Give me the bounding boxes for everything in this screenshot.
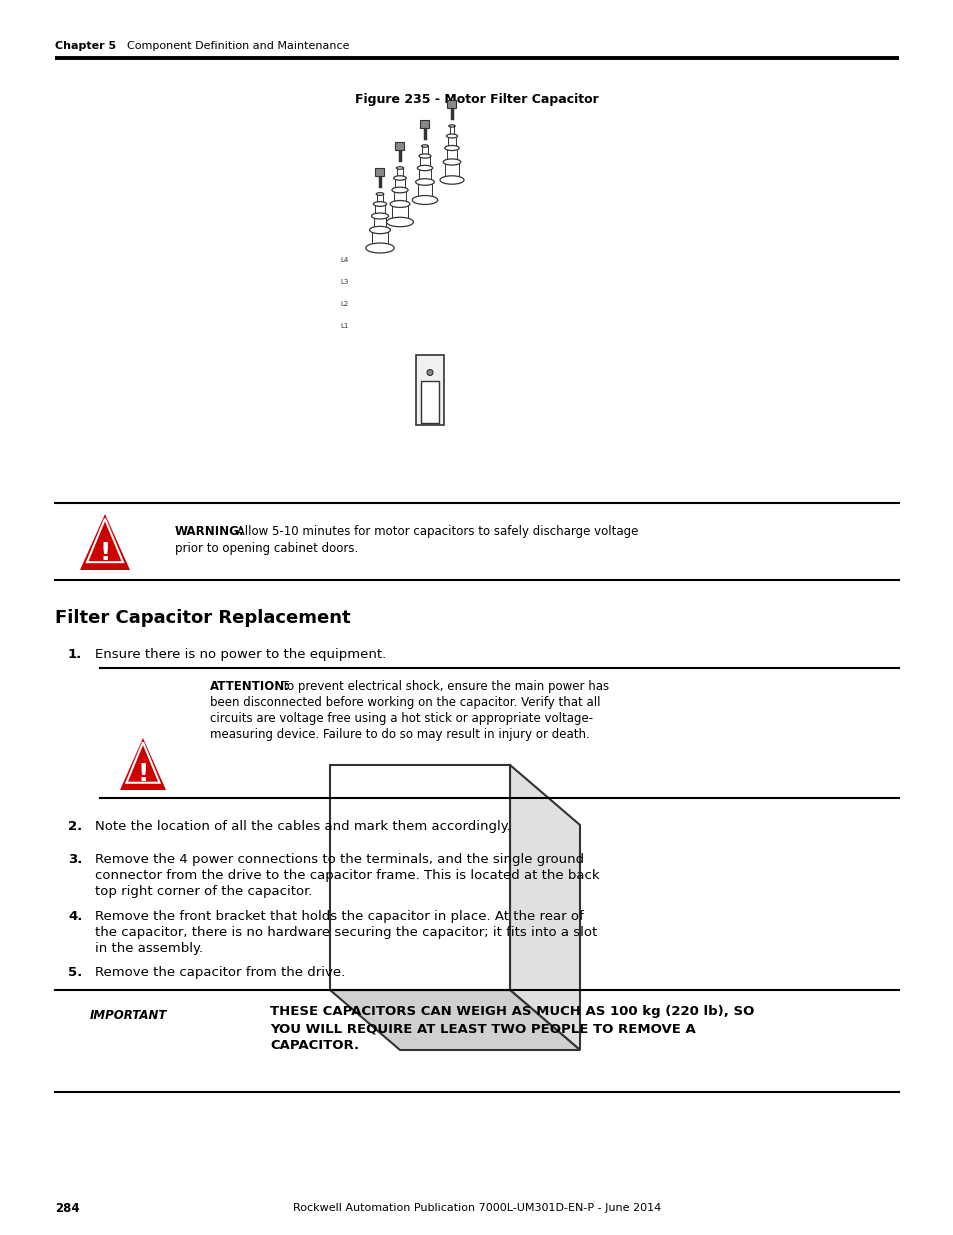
- FancyBboxPatch shape: [396, 168, 402, 178]
- FancyBboxPatch shape: [374, 216, 386, 230]
- FancyBboxPatch shape: [395, 142, 404, 149]
- FancyBboxPatch shape: [445, 162, 458, 180]
- Text: !: !: [137, 762, 149, 787]
- Text: Filter Capacitor Replacement: Filter Capacitor Replacement: [55, 609, 351, 627]
- Text: L3: L3: [340, 279, 349, 285]
- Ellipse shape: [421, 144, 428, 147]
- Text: WARNING:: WARNING:: [174, 525, 245, 538]
- FancyBboxPatch shape: [420, 156, 429, 168]
- Ellipse shape: [448, 125, 455, 127]
- Text: Figure 235 - Motor Filter Capacitor: Figure 235 - Motor Filter Capacitor: [355, 94, 598, 106]
- Text: YOU WILL REQUIRE AT LEAST TWO PEOPLE TO REMOVE A: YOU WILL REQUIRE AT LEAST TWO PEOPLE TO …: [270, 1023, 695, 1035]
- FancyBboxPatch shape: [372, 230, 388, 248]
- Polygon shape: [80, 514, 130, 571]
- Ellipse shape: [365, 243, 394, 253]
- FancyBboxPatch shape: [417, 182, 432, 200]
- Text: IMPORTANT: IMPORTANT: [90, 1009, 167, 1023]
- Polygon shape: [127, 742, 159, 783]
- FancyBboxPatch shape: [420, 120, 429, 128]
- Polygon shape: [330, 764, 510, 990]
- Polygon shape: [510, 764, 579, 1050]
- FancyBboxPatch shape: [422, 146, 427, 156]
- Ellipse shape: [416, 179, 434, 185]
- Ellipse shape: [386, 217, 413, 227]
- FancyBboxPatch shape: [395, 178, 404, 190]
- Text: 4.: 4.: [68, 910, 82, 923]
- Text: top right corner of the capacitor.: top right corner of the capacitor.: [95, 885, 313, 898]
- Text: 2.: 2.: [68, 820, 82, 832]
- FancyBboxPatch shape: [392, 204, 407, 222]
- FancyBboxPatch shape: [375, 168, 384, 177]
- Ellipse shape: [443, 159, 460, 165]
- Text: Component Definition and Maintenance: Component Definition and Maintenance: [127, 41, 349, 51]
- Ellipse shape: [373, 201, 386, 206]
- Text: Remove the front bracket that holds the capacitor in place. At the rear of: Remove the front bracket that holds the …: [95, 910, 583, 923]
- Text: measuring device. Failure to do so may result in injury or death.: measuring device. Failure to do so may r…: [210, 727, 589, 741]
- Text: 5.: 5.: [68, 966, 82, 979]
- FancyBboxPatch shape: [416, 354, 443, 425]
- Text: been disconnected before working on the capacitor. Verify that all: been disconnected before working on the …: [210, 697, 599, 709]
- Ellipse shape: [392, 188, 408, 193]
- Ellipse shape: [369, 226, 390, 233]
- Text: circuits are voltage free using a hot stick or appropriate voltage-: circuits are voltage free using a hot st…: [210, 713, 593, 725]
- Text: 284: 284: [55, 1202, 79, 1214]
- FancyBboxPatch shape: [449, 126, 454, 136]
- Ellipse shape: [446, 135, 457, 138]
- Ellipse shape: [375, 193, 383, 195]
- Polygon shape: [330, 990, 579, 1050]
- Ellipse shape: [416, 165, 433, 170]
- FancyBboxPatch shape: [418, 168, 431, 182]
- Text: connector from the drive to the capacitor frame. This is located at the back: connector from the drive to the capacito…: [95, 869, 599, 882]
- Circle shape: [427, 369, 433, 375]
- Text: ATTENTION:: ATTENTION:: [210, 680, 290, 693]
- Text: prior to opening cabinet doors.: prior to opening cabinet doors.: [174, 542, 358, 555]
- Ellipse shape: [371, 212, 388, 219]
- Text: CAPACITOR.: CAPACITOR.: [270, 1039, 358, 1052]
- FancyBboxPatch shape: [446, 148, 457, 162]
- Text: in the assembly.: in the assembly.: [95, 942, 203, 955]
- Text: Note the location of all the cables and mark them accordingly.: Note the location of all the cables and …: [95, 820, 511, 832]
- Text: Allow 5-10 minutes for motor capacitors to safely discharge voltage: Allow 5-10 minutes for motor capacitors …: [233, 525, 638, 538]
- Ellipse shape: [439, 175, 463, 184]
- Text: Remove the capacitor from the drive.: Remove the capacitor from the drive.: [95, 966, 345, 979]
- Ellipse shape: [444, 146, 458, 151]
- Text: L2: L2: [340, 301, 349, 308]
- Text: Chapter 5: Chapter 5: [55, 41, 116, 51]
- Text: 3.: 3.: [68, 853, 82, 866]
- Polygon shape: [120, 739, 166, 790]
- Ellipse shape: [412, 195, 437, 205]
- Text: To prevent electrical shock, ensure the main power has: To prevent electrical shock, ensure the …: [277, 680, 608, 693]
- Ellipse shape: [418, 154, 431, 158]
- FancyBboxPatch shape: [420, 382, 438, 424]
- Text: THESE CAPACITORS CAN WEIGH AS MUCH AS 100 kg (220 lb), SO: THESE CAPACITORS CAN WEIGH AS MUCH AS 10…: [270, 1005, 754, 1018]
- Text: L4: L4: [340, 257, 349, 263]
- Ellipse shape: [396, 167, 403, 169]
- Polygon shape: [87, 519, 123, 562]
- FancyBboxPatch shape: [375, 204, 385, 216]
- Ellipse shape: [390, 200, 410, 207]
- FancyBboxPatch shape: [447, 136, 456, 148]
- Text: Remove the 4 power connections to the terminals, and the single ground: Remove the 4 power connections to the te…: [95, 853, 583, 866]
- FancyBboxPatch shape: [376, 194, 382, 204]
- Text: Rockwell Automation Publication 7000L-UM301D-EN-P - June 2014: Rockwell Automation Publication 7000L-UM…: [293, 1203, 660, 1213]
- Text: Ensure there is no power to the equipment.: Ensure there is no power to the equipmen…: [95, 648, 386, 661]
- Text: !: !: [99, 541, 111, 566]
- FancyBboxPatch shape: [447, 100, 456, 107]
- Text: L1: L1: [340, 324, 349, 329]
- FancyBboxPatch shape: [394, 190, 406, 204]
- Ellipse shape: [394, 175, 406, 180]
- Text: the capacitor, there is no hardware securing the capacitor; it fits into a slot: the capacitor, there is no hardware secu…: [95, 926, 597, 939]
- Text: 1.: 1.: [68, 648, 82, 661]
